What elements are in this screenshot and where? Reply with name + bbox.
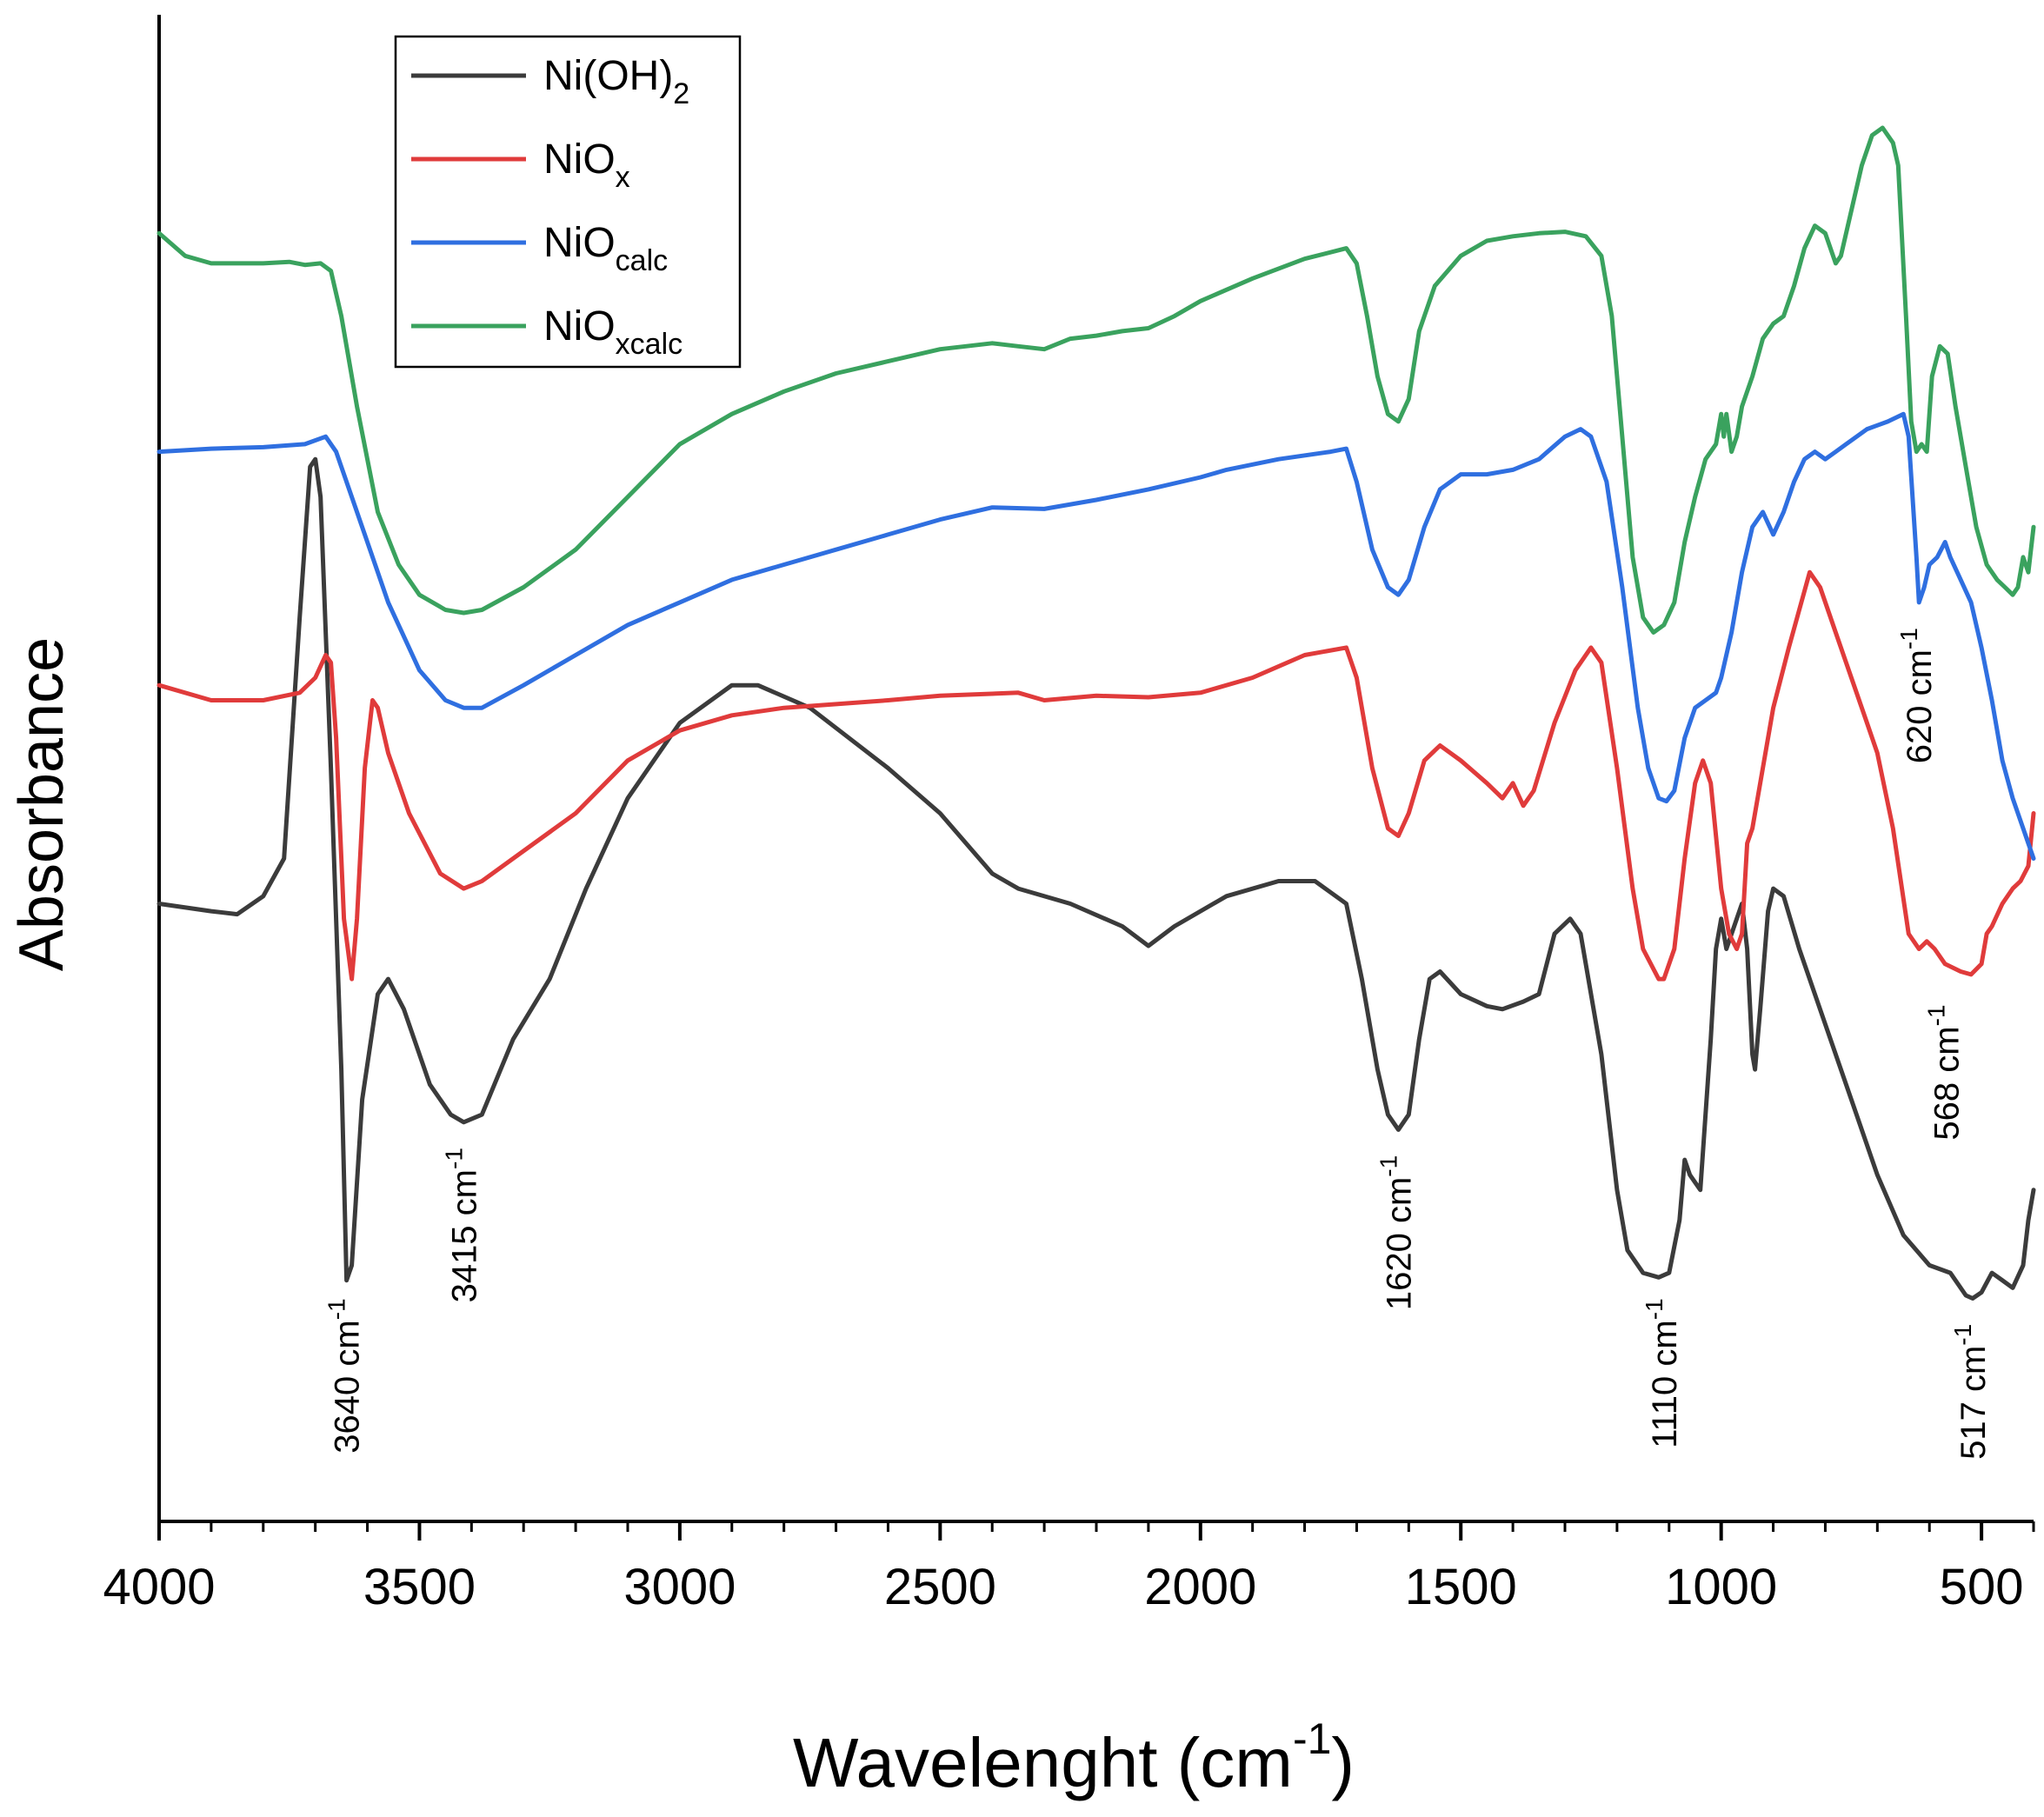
- x-tick-label: 3500: [363, 1559, 476, 1615]
- legend-label: NiOxcalc: [543, 303, 682, 361]
- legend: Ni(OH)2 NiOx NiOcalc NiOxcalc: [394, 35, 742, 369]
- legend-label: NiOx: [543, 136, 630, 194]
- x-tick-label: 500: [1940, 1559, 2024, 1615]
- peak-annotation: 1620 cm-1: [1375, 1155, 1418, 1310]
- legend-label: NiOcalc: [543, 220, 668, 277]
- x-tick-label: 2000: [1144, 1559, 1256, 1615]
- peak-annotation: 620 cm-1: [1895, 628, 1939, 763]
- x-axis-title: Wavelenght (cm-1): [793, 1714, 1355, 1801]
- x-tick-label: 1500: [1405, 1559, 1517, 1615]
- x-tick-label: 1000: [1665, 1559, 1777, 1615]
- peak-annotation: 3640 cm-1: [323, 1298, 367, 1453]
- legend-label: Ni(OH)2: [543, 53, 689, 110]
- series-line-2: [156, 569, 2036, 982]
- series-line-4: [156, 125, 2036, 635]
- x-ticks: 4000 3500 3000 2500 2000 1500 1000 500: [103, 1521, 2035, 1615]
- series-line-3: [156, 411, 2036, 861]
- series-layer: [156, 125, 2036, 1301]
- x-axis-title-sup: -1: [1293, 1714, 1331, 1763]
- x-axis-title-close: ): [1331, 1724, 1355, 1801]
- x-tick-label: 3000: [623, 1559, 736, 1615]
- peak-annotation: 517 cm-1: [1949, 1324, 1993, 1460]
- x-axis-title-main: Wavelenght (cm: [793, 1724, 1293, 1801]
- peak-annotation: 568 cm-1: [1922, 1005, 1966, 1141]
- x-tick-label: 4000: [103, 1559, 215, 1615]
- peak-annotations: 3640 cm-1 3415 cm-1 1620 cm-1 1110 cm-1 517 …: [323, 628, 1993, 1460]
- x-tick-label: 2500: [884, 1559, 996, 1615]
- legend-box: [394, 35, 742, 369]
- y-axis-title: Absorbance: [7, 637, 77, 971]
- series-line-1: [156, 456, 2036, 1301]
- peak-annotation: 1110 cm-1: [1641, 1298, 1684, 1448]
- peak-annotation: 3415 cm-1: [440, 1148, 483, 1302]
- legend-items: Ni(OH)2 NiOx NiOcalc NiOxcalc: [411, 53, 689, 361]
